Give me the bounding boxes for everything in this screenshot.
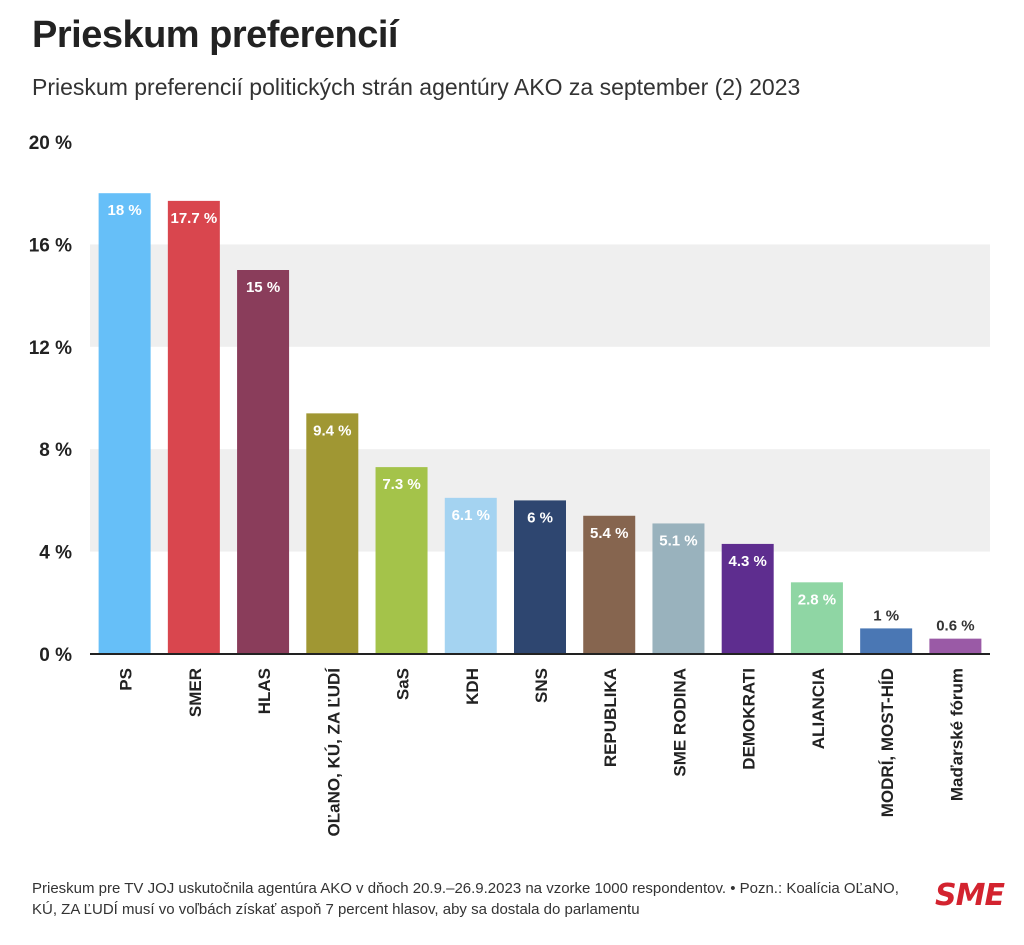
data-label: 5.4 % [590, 525, 628, 542]
chart-title: Prieskum preferencií [32, 14, 398, 57]
x-tick-label: MODRÍ, MOST-HÍD [878, 668, 897, 817]
y-tick-label: 16 % [29, 235, 72, 256]
data-label: 18 % [108, 202, 142, 219]
x-tick-label: REPUBLIKA [601, 668, 620, 767]
chart-subtitle: Prieskum preferencií politických strán a… [32, 74, 800, 101]
y-tick-label: 4 % [39, 543, 72, 564]
x-tick-label: HLAS [255, 668, 274, 714]
data-label: 1 % [873, 607, 899, 624]
data-label: 5.1 % [659, 532, 697, 549]
x-tick-label: SMER [186, 668, 205, 717]
x-tick-label: SNS [532, 668, 551, 703]
x-tick-label: PS [117, 668, 136, 691]
sme-logo: SME [935, 878, 1004, 913]
data-label: 6 % [527, 509, 553, 526]
data-label: 2.8 % [798, 591, 836, 608]
footer-note: Prieskum pre TV JOJ uskutočnila agentúra… [32, 878, 912, 920]
x-tick-label: Maďarské fórum [947, 668, 966, 801]
bar [929, 639, 981, 654]
x-tick-label: SaS [394, 668, 413, 700]
data-label: 0.6 % [936, 618, 974, 635]
y-tick-label: 20 % [29, 133, 72, 154]
bar [860, 628, 912, 654]
bar [376, 467, 428, 654]
bar-chart: 0 % 4 % 8 % 12 % 16 % 20 % 18 % PS 17.7 % SMER 15 … [0, 120, 1024, 860]
y-tick-label: 12 % [29, 338, 72, 359]
grid-band [90, 244, 990, 346]
bar [306, 413, 358, 654]
y-tick-label: 8 % [39, 440, 72, 461]
x-tick-label: KDH [463, 668, 482, 705]
data-label: 15 % [246, 279, 280, 296]
bar [168, 201, 220, 654]
bar [237, 270, 289, 654]
data-label: 17.7 % [170, 210, 217, 227]
bar [99, 193, 151, 654]
data-label: 7.3 % [382, 476, 420, 493]
x-tick-label: DEMOKRATI [740, 668, 759, 770]
x-tick-label: SME RODINA [670, 668, 689, 777]
x-tick-label: OĽaNO, KÚ, ZA ĽUDÍ [324, 667, 343, 837]
x-tick-label: ALIANCIA [809, 668, 828, 749]
data-label: 4.3 % [729, 553, 767, 570]
data-label: 6.1 % [452, 507, 490, 524]
y-tick-label: 0 % [39, 645, 72, 666]
data-label: 9.4 % [313, 422, 351, 439]
